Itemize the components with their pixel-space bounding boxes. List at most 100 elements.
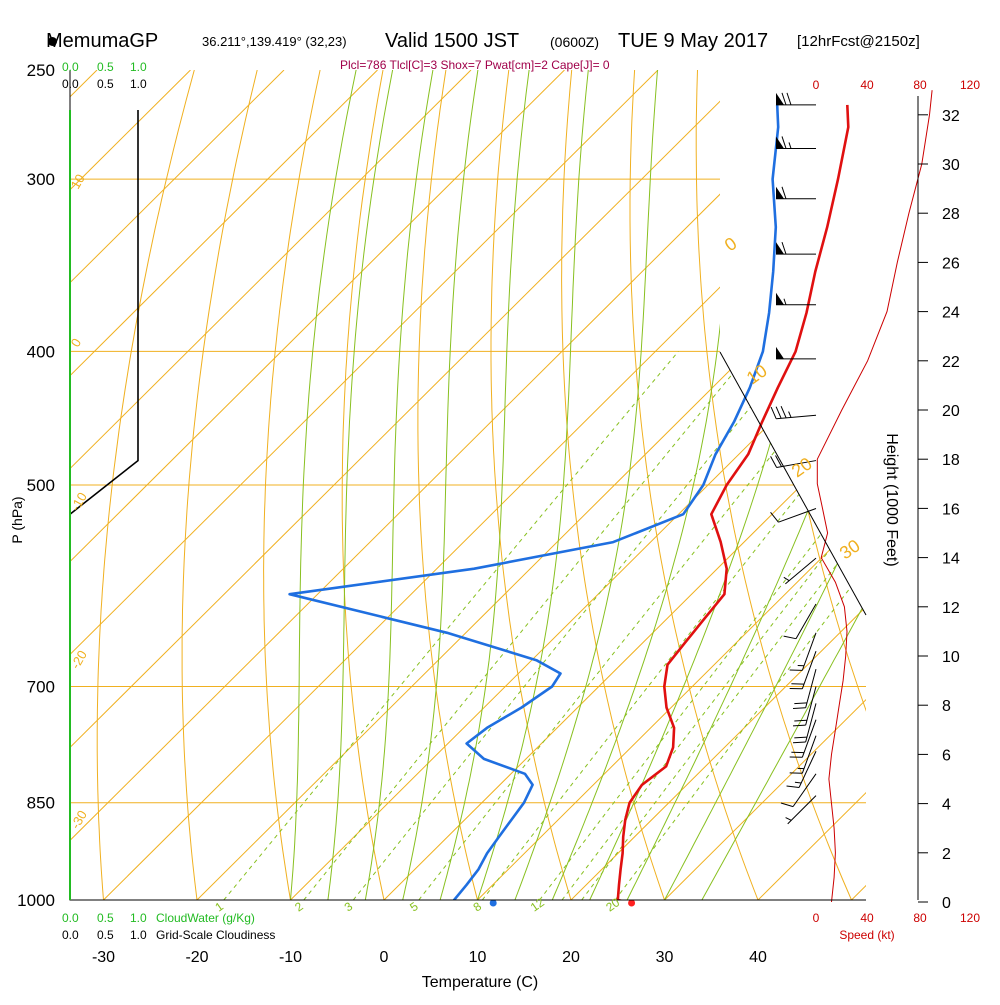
isotherm-label: 0 <box>721 233 741 255</box>
moist-adiabat-line <box>627 0 954 900</box>
wind-barb <box>786 796 816 824</box>
wind-barb-staff <box>785 558 816 584</box>
wind-barb <box>793 703 816 742</box>
mixing-ratio-label: 5 <box>407 899 421 914</box>
wind-barb-half <box>786 818 792 821</box>
pressure-axis-label: P (hPa) <box>9 496 25 543</box>
moist-adiabat-line <box>365 0 460 900</box>
cloudiness-scale-bottom: 0.5 <box>97 928 114 942</box>
surface-temperature-marker <box>628 899 635 906</box>
x-tick-label: 10 <box>469 949 487 966</box>
cloudiness-label: Grid-Scale Cloudiness <box>156 928 275 942</box>
wind-barb-half <box>784 299 786 305</box>
height-axis-label: Height (1000 Feet) <box>883 433 900 566</box>
wind-barb-flag <box>793 725 806 726</box>
wind-speed-profile <box>817 90 932 902</box>
height-tick-label: 20 <box>942 403 960 420</box>
moist-adiabat-line <box>702 0 1000 900</box>
valid-time-utc: (0600Z) <box>550 34 599 50</box>
speed-tick-top: 120 <box>960 78 980 92</box>
wind-barb-flag <box>793 708 806 709</box>
speed-axis-label: Speed (kt) <box>839 928 894 942</box>
height-tick-label: 4 <box>942 797 951 814</box>
wind-barb-staff <box>806 686 816 725</box>
wind-barb-staff <box>799 751 816 787</box>
mixing-ratio-label: 8 <box>471 899 485 914</box>
wind-barb-flag <box>787 93 791 105</box>
cloudwater-scale-bottom: 0.0 <box>62 911 79 925</box>
x-axis-label: Temperature (C) <box>422 974 538 991</box>
stability-indices: Plcl=786 Tlcl[C]=3 Shox=7 Pwat[cm]=2 Cap… <box>340 58 610 72</box>
wind-barb-flag <box>781 406 786 418</box>
height-tick-label: 2 <box>942 846 951 863</box>
cloudwater-scale-bottom: 1.0 <box>130 911 147 925</box>
mixing-ratio-line <box>582 351 1000 900</box>
speed-tick-bottom: 120 <box>960 911 980 925</box>
cloudiness-scale-top: 0.5 <box>97 77 114 91</box>
x-tick-label: -30 <box>92 949 115 966</box>
isotherm-line <box>0 70 3 900</box>
height-tick-label: 22 <box>942 354 960 371</box>
wind-barb-flag <box>781 803 793 807</box>
wind-barb-pennant <box>776 293 784 305</box>
height-tick-label: 8 <box>942 698 951 715</box>
wind-barb <box>776 136 816 148</box>
height-tick-label: 26 <box>942 255 960 272</box>
moist-adiabat-line <box>328 0 422 900</box>
wind-barb <box>771 406 816 418</box>
wind-barb-flag <box>793 742 806 743</box>
height-tick-label: 0 <box>942 895 951 912</box>
speed-tick-bottom: 40 <box>860 911 874 925</box>
mixing-ratio-label: 20 <box>603 895 622 914</box>
moist-adiabat-line <box>665 0 1000 900</box>
pressure-tick-label: 300 <box>27 170 55 189</box>
wind-barb-staff <box>793 774 816 807</box>
surface-dewpoint-marker <box>490 899 497 906</box>
wind-barb <box>793 686 816 725</box>
mixing-ratio-label: 3 <box>342 899 356 914</box>
wind-barb-half <box>795 782 801 783</box>
height-tick-label: 12 <box>942 600 960 617</box>
cloudwater-scale-top: 0.5 <box>97 60 114 74</box>
x-tick-label: 0 <box>380 949 389 966</box>
height-tick-label: 10 <box>942 649 960 666</box>
wind-barb-pennant <box>776 347 784 359</box>
moist-adiabat-line <box>291 0 388 900</box>
wind-barb-flag <box>771 456 777 467</box>
mixing-ratio-label: 2 <box>292 899 306 914</box>
wind-barb <box>776 242 816 254</box>
speed-tick-top: 40 <box>860 78 874 92</box>
height-tick-label: 14 <box>942 551 960 568</box>
wind-barb-flag <box>794 737 807 738</box>
cloudiness-scale-bottom: 0.0 <box>62 928 79 942</box>
pressure-tick-label: 400 <box>27 342 55 361</box>
height-tick-label: 28 <box>942 206 960 223</box>
isotherm-label: 20 <box>788 453 816 481</box>
wind-barb-staff <box>776 415 816 418</box>
height-tick-label: 16 <box>942 501 960 518</box>
speed-tick-bottom: 80 <box>913 911 927 925</box>
dry-adiabat-line <box>823 70 1000 900</box>
wind-barb-staff <box>802 633 816 671</box>
isotherm-label: 10 <box>743 360 771 388</box>
wind-barb <box>776 187 816 199</box>
frame-diagonal <box>720 352 866 615</box>
valid-date: TUE 9 May 2017 <box>618 30 768 53</box>
pressure-tick-label: 700 <box>27 677 55 696</box>
cloudiness-scale-top: 0.0 <box>62 77 79 91</box>
wind-barb-staff <box>788 796 816 824</box>
dry-adiabat-line <box>949 70 1000 900</box>
isotherm-line <box>852 70 1000 900</box>
cloudwater-scale-top: 0.0 <box>62 60 79 74</box>
height-tick-label: 6 <box>942 747 951 764</box>
wind-barb-flag <box>771 512 779 522</box>
wind-barb-half <box>784 577 789 580</box>
wind-barb-half <box>789 142 791 148</box>
pressure-tick-label: 850 <box>27 794 55 813</box>
moist-adiabat-line <box>440 0 550 900</box>
height-tick-label: 18 <box>942 452 960 469</box>
cloudwater-scale-bottom: 0.5 <box>97 911 114 925</box>
speed-tick-top: 0 <box>813 78 820 92</box>
